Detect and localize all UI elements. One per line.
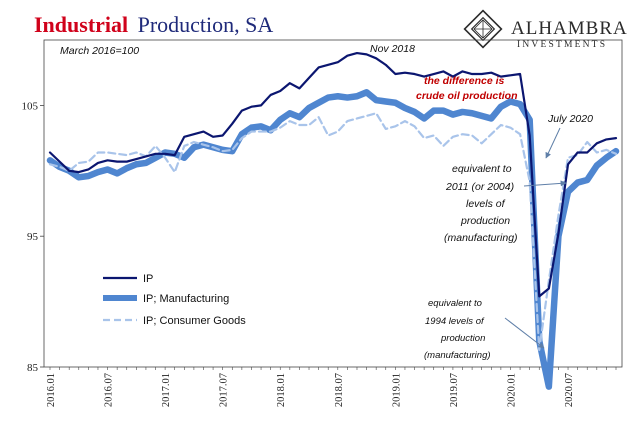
annotation-equiv-2011: equivalent to 2011 (or 2004) levels of p… — [444, 163, 518, 244]
annotation-july-arrow — [545, 127, 561, 159]
x-tick-label: 2018.07 — [334, 373, 345, 407]
annotation-2011-arrow — [523, 180, 567, 187]
title-part-blue: Production, SA — [138, 12, 274, 37]
equiv2011-line-1: 2011 (or 2004) — [445, 181, 514, 193]
annotation-1994-arrow — [504, 317, 545, 349]
series-ip — [48, 51, 618, 298]
annotation-nov-2018: Nov 2018 — [370, 43, 415, 55]
axes: 85 95 105 2016.01 2016.07 2017.01 2017.07 2018.… — [22, 39, 623, 407]
equiv2011-line-0: equivalent to — [452, 163, 512, 175]
equiv1994-line-1: 1994 levels of — [425, 316, 485, 327]
series-layer — [46, 51, 620, 390]
annotation-equiv-1994: equivalent to 1994 levels of production … — [424, 298, 491, 361]
legend-label-ip: IP — [143, 273, 153, 285]
title-part-red: Industrial — [34, 12, 128, 37]
x-tick-label: 2019.01 — [391, 373, 402, 407]
x-tick-label: 2020.01 — [506, 373, 517, 407]
logo-name: ALHAMBRA — [511, 18, 628, 39]
legend-label-manufacturing: IP; Manufacturing — [143, 293, 229, 305]
y-tick-label: 85 — [27, 362, 39, 374]
x-tick-label: 2019.07 — [449, 373, 460, 407]
x-tick-label: 2020.07 — [564, 373, 575, 407]
diamond-icon — [463, 9, 503, 49]
chart-title: Industrial Production, SA — [34, 12, 273, 37]
x-tick-label: 2016.07 — [104, 373, 115, 407]
alhambra-logo: ALHAMBRA INVESTMENTS — [463, 9, 628, 50]
equiv1994-line-2: production — [440, 333, 485, 344]
equiv1994-line-0: equivalent to — [428, 298, 482, 309]
y-tick-label: 95 — [27, 231, 39, 243]
logo-sub: INVESTMENTS — [517, 40, 607, 50]
equiv2011-line-3: production — [460, 215, 510, 227]
x-tick-label: 2017.07 — [219, 373, 230, 407]
equiv2011-line-4: (manufacturing) — [444, 232, 518, 244]
x-tick-label: 2018.01 — [276, 373, 287, 407]
legend-label-consumer: IP; Consumer Goods — [143, 315, 246, 327]
annotation-difference-line2: crude oil production — [416, 90, 518, 102]
annotation-difference-line1: the difference is — [424, 75, 504, 87]
legend: IP IP; Manufacturing IP; Consumer Goods — [103, 273, 246, 327]
equiv2011-line-2: levels of — [466, 198, 506, 210]
y-tick-label: 105 — [22, 100, 39, 112]
base-note: March 2016=100 — [60, 45, 139, 57]
x-tick-label: 2017.01 — [161, 373, 172, 407]
x-tick-label: 2016.01 — [46, 373, 57, 407]
equiv1994-line-3: (manufacturing) — [424, 350, 491, 361]
plot-frame — [43, 39, 623, 368]
series-manufacturing — [46, 89, 620, 390]
annotation-july-2020: July 2020 — [547, 113, 593, 125]
